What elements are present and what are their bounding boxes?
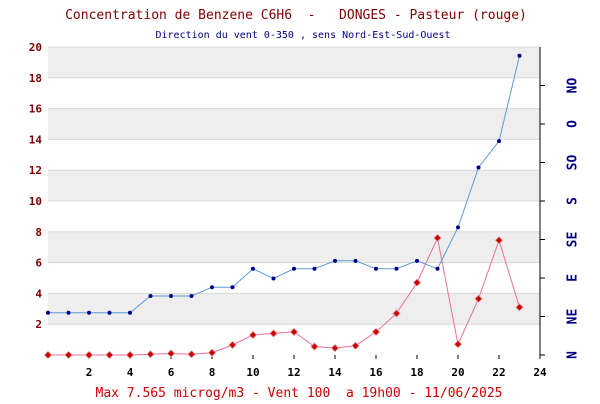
benzene-point: [494, 236, 504, 245]
benzene-point: [105, 350, 114, 360]
plot-band: [48, 47, 540, 78]
wind-point: [292, 266, 296, 271]
y-tick-label: 18: [29, 72, 42, 85]
plot-grid: [48, 46, 540, 325]
wind-point: [230, 285, 235, 290]
benzene-point: [64, 350, 73, 360]
direction-tick-label: O: [566, 120, 581, 128]
plot-band: [48, 170, 540, 201]
direction-tick-label: N: [566, 351, 581, 359]
wind-point: [456, 225, 460, 230]
y-tick-label: 8: [35, 226, 42, 239]
benzene-point: [515, 303, 524, 312]
direction-tick-label: NO: [566, 78, 581, 94]
benzene-point: [289, 327, 299, 337]
benzene-point: [228, 340, 237, 350]
wind-point: [476, 165, 481, 170]
wind-point: [189, 294, 194, 299]
wind-series-line: [48, 55, 520, 314]
benzene-point: [125, 350, 135, 360]
wind-point: [353, 258, 358, 263]
x-tick-label: 2: [86, 366, 93, 379]
y-tick-label: 6: [35, 257, 42, 270]
wind-point: [169, 294, 173, 299]
y-tick-label: 4: [35, 287, 42, 300]
wind-point: [128, 310, 132, 315]
wind-point: [394, 266, 399, 271]
plot-band: [48, 108, 540, 140]
x-tick-label: 10: [246, 366, 259, 379]
benzene-point: [166, 349, 176, 358]
wind-point: [333, 258, 337, 263]
x-tick-label: 12: [287, 366, 300, 379]
x-tick-label: 24: [533, 366, 547, 379]
wind-point: [435, 266, 440, 271]
benzene-point: [453, 340, 463, 349]
wind-point: [66, 310, 71, 315]
direction-tick-label: SO: [566, 155, 581, 171]
plot-bands: [48, 47, 540, 325]
y-tick-label: 2: [35, 318, 42, 331]
benzene-point: [248, 330, 258, 340]
wind-point: [517, 53, 522, 58]
wind-point: [107, 310, 112, 315]
x-tick-label: 20: [451, 366, 464, 379]
benzene-point: [351, 341, 360, 350]
x-tick-label: 18: [410, 366, 423, 379]
x-tick-label: 14: [328, 366, 342, 379]
wind-point: [87, 310, 91, 315]
benzene-point: [146, 350, 155, 359]
benzene-point: [269, 329, 278, 338]
wind-point: [497, 139, 501, 144]
wind-point: [374, 266, 378, 271]
benzene-point: [43, 350, 53, 360]
wind-point: [148, 294, 153, 299]
wind-point: [210, 285, 214, 290]
direction-tick-label: S: [566, 197, 581, 205]
wind-point: [271, 276, 276, 281]
benzene-point: [412, 278, 422, 287]
wind-point: [415, 258, 419, 263]
direction-tick-label: E: [566, 274, 581, 282]
x-tick-label: 22: [492, 366, 505, 379]
x-tick-label: 4: [127, 366, 134, 379]
direction-tick-label: SE: [566, 232, 581, 248]
wind-point: [312, 266, 317, 271]
x-tick-label: 16: [369, 366, 383, 379]
benzene-point: [433, 233, 442, 243]
benzene-point: [330, 343, 340, 353]
chart-title: Concentration de Benzene C6H6 - DONGES -…: [65, 8, 527, 23]
y-tick-label: 10: [29, 195, 42, 208]
series-layer: [43, 53, 524, 360]
x-tick-label: 6: [168, 366, 175, 379]
wind-point: [46, 310, 50, 315]
chart-subtitle: Direction du vent 0-350 , sens Nord-Est-…: [155, 30, 450, 41]
plot-band: [48, 293, 540, 325]
wind-point: [251, 266, 255, 271]
benzene-point: [310, 342, 319, 351]
direction-tick-label: NE: [566, 309, 581, 325]
benzene-point: [84, 350, 94, 360]
benzene-point: [187, 350, 196, 359]
y-tick-label: 20: [29, 41, 42, 54]
chart-footer: Max 7.565 microg/m3 - Vent 100 a 19h00 -…: [96, 386, 503, 400]
benzene-point: [474, 294, 483, 303]
y-tick-label: 12: [29, 164, 42, 177]
x-tick-label: 8: [209, 366, 216, 379]
benzene-point: [207, 348, 217, 357]
y-tick-label: 16: [29, 103, 43, 116]
plot-band: [48, 231, 540, 263]
y-tick-label: 14: [29, 133, 43, 146]
benzene-point: [371, 327, 381, 337]
benzene-point: [392, 309, 401, 318]
